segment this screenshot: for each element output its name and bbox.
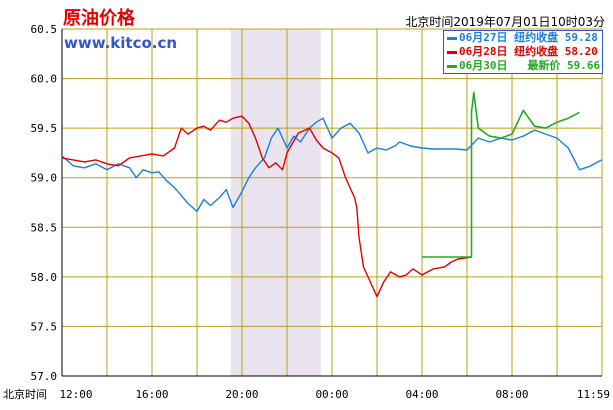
- y-tick-label: 60.0: [31, 73, 58, 86]
- y-tick-label: 58.0: [31, 271, 58, 284]
- series-line-06月28日: [61, 115, 472, 298]
- x-tick-label: 16:00: [135, 388, 168, 401]
- series-line-06月30日: [422, 91, 580, 258]
- x-tick-label: 00:00: [315, 388, 348, 401]
- legend-row-0630: 06月30日 最新价 59.66: [444, 59, 602, 73]
- legend-value: 58.20: [564, 45, 598, 58]
- shaded-band: [230, 29, 321, 376]
- x-tick-label: 11:59: [577, 388, 610, 401]
- x-tick-label: 20:00: [225, 388, 258, 401]
- legend-swatch: [447, 50, 457, 54]
- legend-label: 纽约收盘: [514, 45, 559, 58]
- axis-ticks: 60.5 60.0 59.5 59.0 58.5 58.0 57.5 57.012:00 16:…: [3, 23, 610, 401]
- legend-value: 59.66: [567, 59, 601, 72]
- chart-title: 原油价格: [63, 8, 135, 29]
- series-line-06月27日: [61, 117, 603, 213]
- legend-date: 06月27日: [459, 31, 508, 44]
- y-tick-label: 59.5: [31, 122, 58, 135]
- y-tick-label: 59.0: [31, 172, 58, 185]
- legend-label: 最新价: [527, 59, 561, 72]
- series-lines: [61, 91, 603, 298]
- x-tick-label: 08:00: [495, 388, 528, 401]
- y-tick-label: 57.5: [31, 320, 58, 333]
- legend-date: 06月28日: [459, 45, 508, 58]
- x-axis-title: 北京时间: [3, 387, 47, 401]
- legend-label: 纽约收盘: [514, 31, 559, 44]
- y-tick-label: 60.5: [31, 23, 58, 36]
- x-tick-label: 04:00: [405, 388, 438, 401]
- timestamp: 北京时间2019年07月01日10时03分: [405, 15, 605, 29]
- legend-date: 06月30日: [459, 59, 508, 72]
- legend-swatch: [447, 36, 457, 40]
- legend-value: 59.28: [564, 31, 598, 44]
- x-tick-label: 12:00: [59, 388, 92, 401]
- legend-swatch: [447, 64, 457, 68]
- grid-lines: [61, 28, 603, 377]
- y-tick-label: 58.5: [31, 221, 58, 234]
- legend-row-0627: 06月27日 纽约收盘 59.28: [444, 31, 602, 45]
- y-tick-label: 57.0: [31, 370, 58, 383]
- legend: 06月27日 纽约收盘 59.28 06月28日 纽约收盘 58.20 06月3…: [443, 30, 603, 74]
- site-link[interactable]: www.kitco.cn: [64, 34, 178, 52]
- legend-row-0628: 06月28日 纽约收盘 58.20: [444, 45, 602, 59]
